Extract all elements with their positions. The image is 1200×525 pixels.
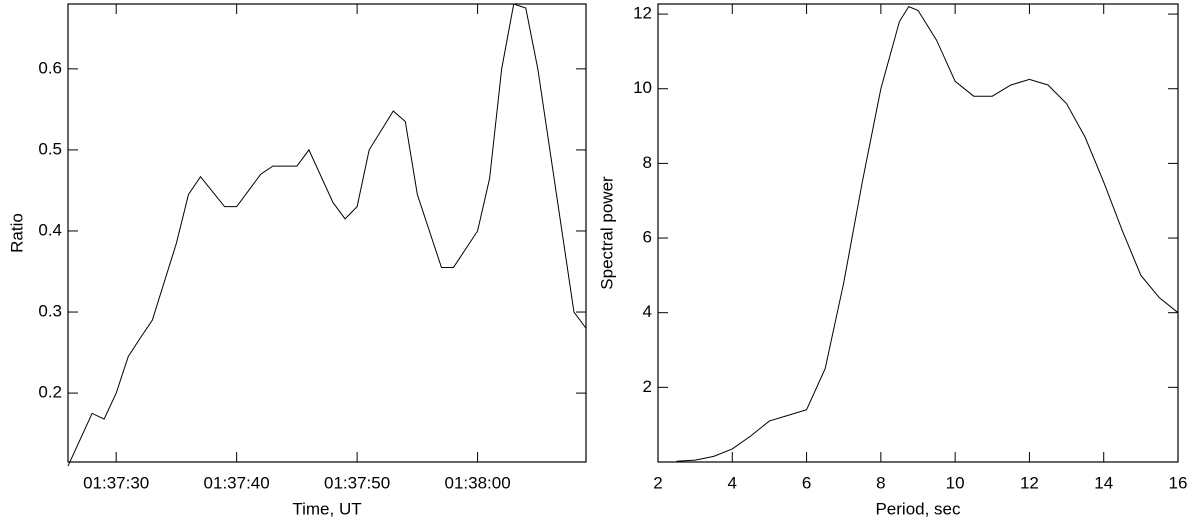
data-line — [676, 5, 1179, 462]
x-tick-label: 01:37:30 — [83, 473, 149, 492]
x-axis-label: Time, UT — [292, 499, 361, 518]
y-tick-label: 10 — [633, 78, 652, 97]
y-tick-label: 0.3 — [38, 302, 62, 321]
y-axis-label: Ratio — [7, 213, 26, 253]
y-tick-label: 2 — [643, 377, 652, 396]
x-axis-label: Period, sec — [875, 499, 961, 518]
y-tick-label: 4 — [643, 302, 652, 321]
x-tick-label: 12 — [1020, 473, 1039, 492]
x-tick-label: 6 — [802, 473, 811, 492]
x-tick-label: 14 — [1094, 473, 1113, 492]
x-tick-label: 4 — [728, 473, 737, 492]
y-axis-label: Spectral power — [597, 176, 616, 290]
y-tick-label: 0.5 — [38, 139, 62, 158]
y-tick-label: 6 — [643, 228, 652, 247]
x-tick-label: 10 — [946, 473, 965, 492]
x-tick-label: 01:38:00 — [444, 473, 510, 492]
plot-frame — [67, 3, 587, 463]
y-tick-label: 8 — [643, 153, 652, 172]
data-line — [67, 3, 587, 467]
x-tick-label: 01:37:50 — [324, 473, 390, 492]
plot-frame — [657, 3, 1179, 463]
x-tick-label: 16 — [1169, 473, 1188, 492]
x-tick-label: 8 — [876, 473, 885, 492]
y-tick-label: 0.4 — [38, 220, 62, 239]
x-tick-label: 01:37:40 — [204, 473, 270, 492]
y-tick-label: 0.6 — [38, 58, 62, 77]
x-tick-label: 2 — [653, 473, 662, 492]
y-tick-label: 0.2 — [38, 383, 62, 402]
y-tick-label: 12 — [633, 4, 652, 23]
